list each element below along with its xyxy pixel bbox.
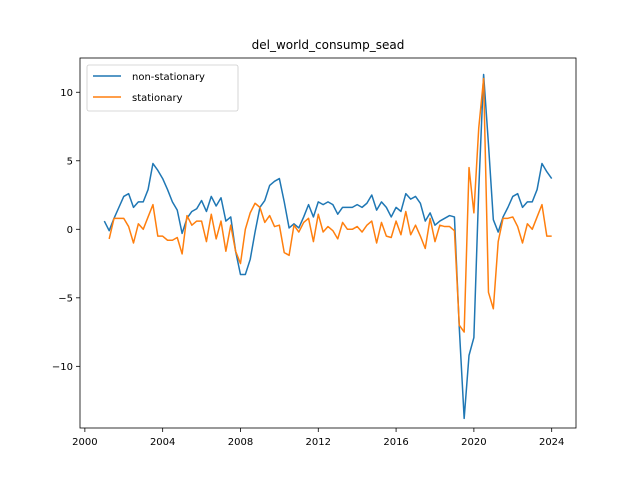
x-tick-label: 2016 [383,437,408,448]
y-tick-label: 0 [67,225,73,236]
x-tick-label: 2000 [72,437,97,448]
series-line-non-stationary [103,73,553,420]
x-tick-label: 2008 [228,437,253,448]
chart-title: del_world_consump_sead [252,38,405,52]
plot-area [103,73,553,420]
x-tick-label: 2012 [306,437,331,448]
x-tick-label: 2024 [539,437,564,448]
legend-label: non-stationary [132,72,205,83]
x-tick-label: 2020 [461,437,486,448]
series-line-stationary [108,77,552,333]
legend: non-stationary stationary [86,64,239,112]
x-axis: 2000 2004 2008 2012 2016 2020 2024 [72,428,564,448]
y-tick-label: 5 [67,156,73,167]
axes-frame [79,57,577,429]
y-tick-label: −5 [58,293,73,304]
legend-label: stationary [132,93,183,104]
y-tick-label: −10 [52,362,73,373]
y-axis: −10 −5 0 5 10 [52,88,80,373]
y-tick-label: 10 [60,88,73,99]
legend-box [86,64,239,112]
x-tick-label: 2004 [150,437,175,448]
